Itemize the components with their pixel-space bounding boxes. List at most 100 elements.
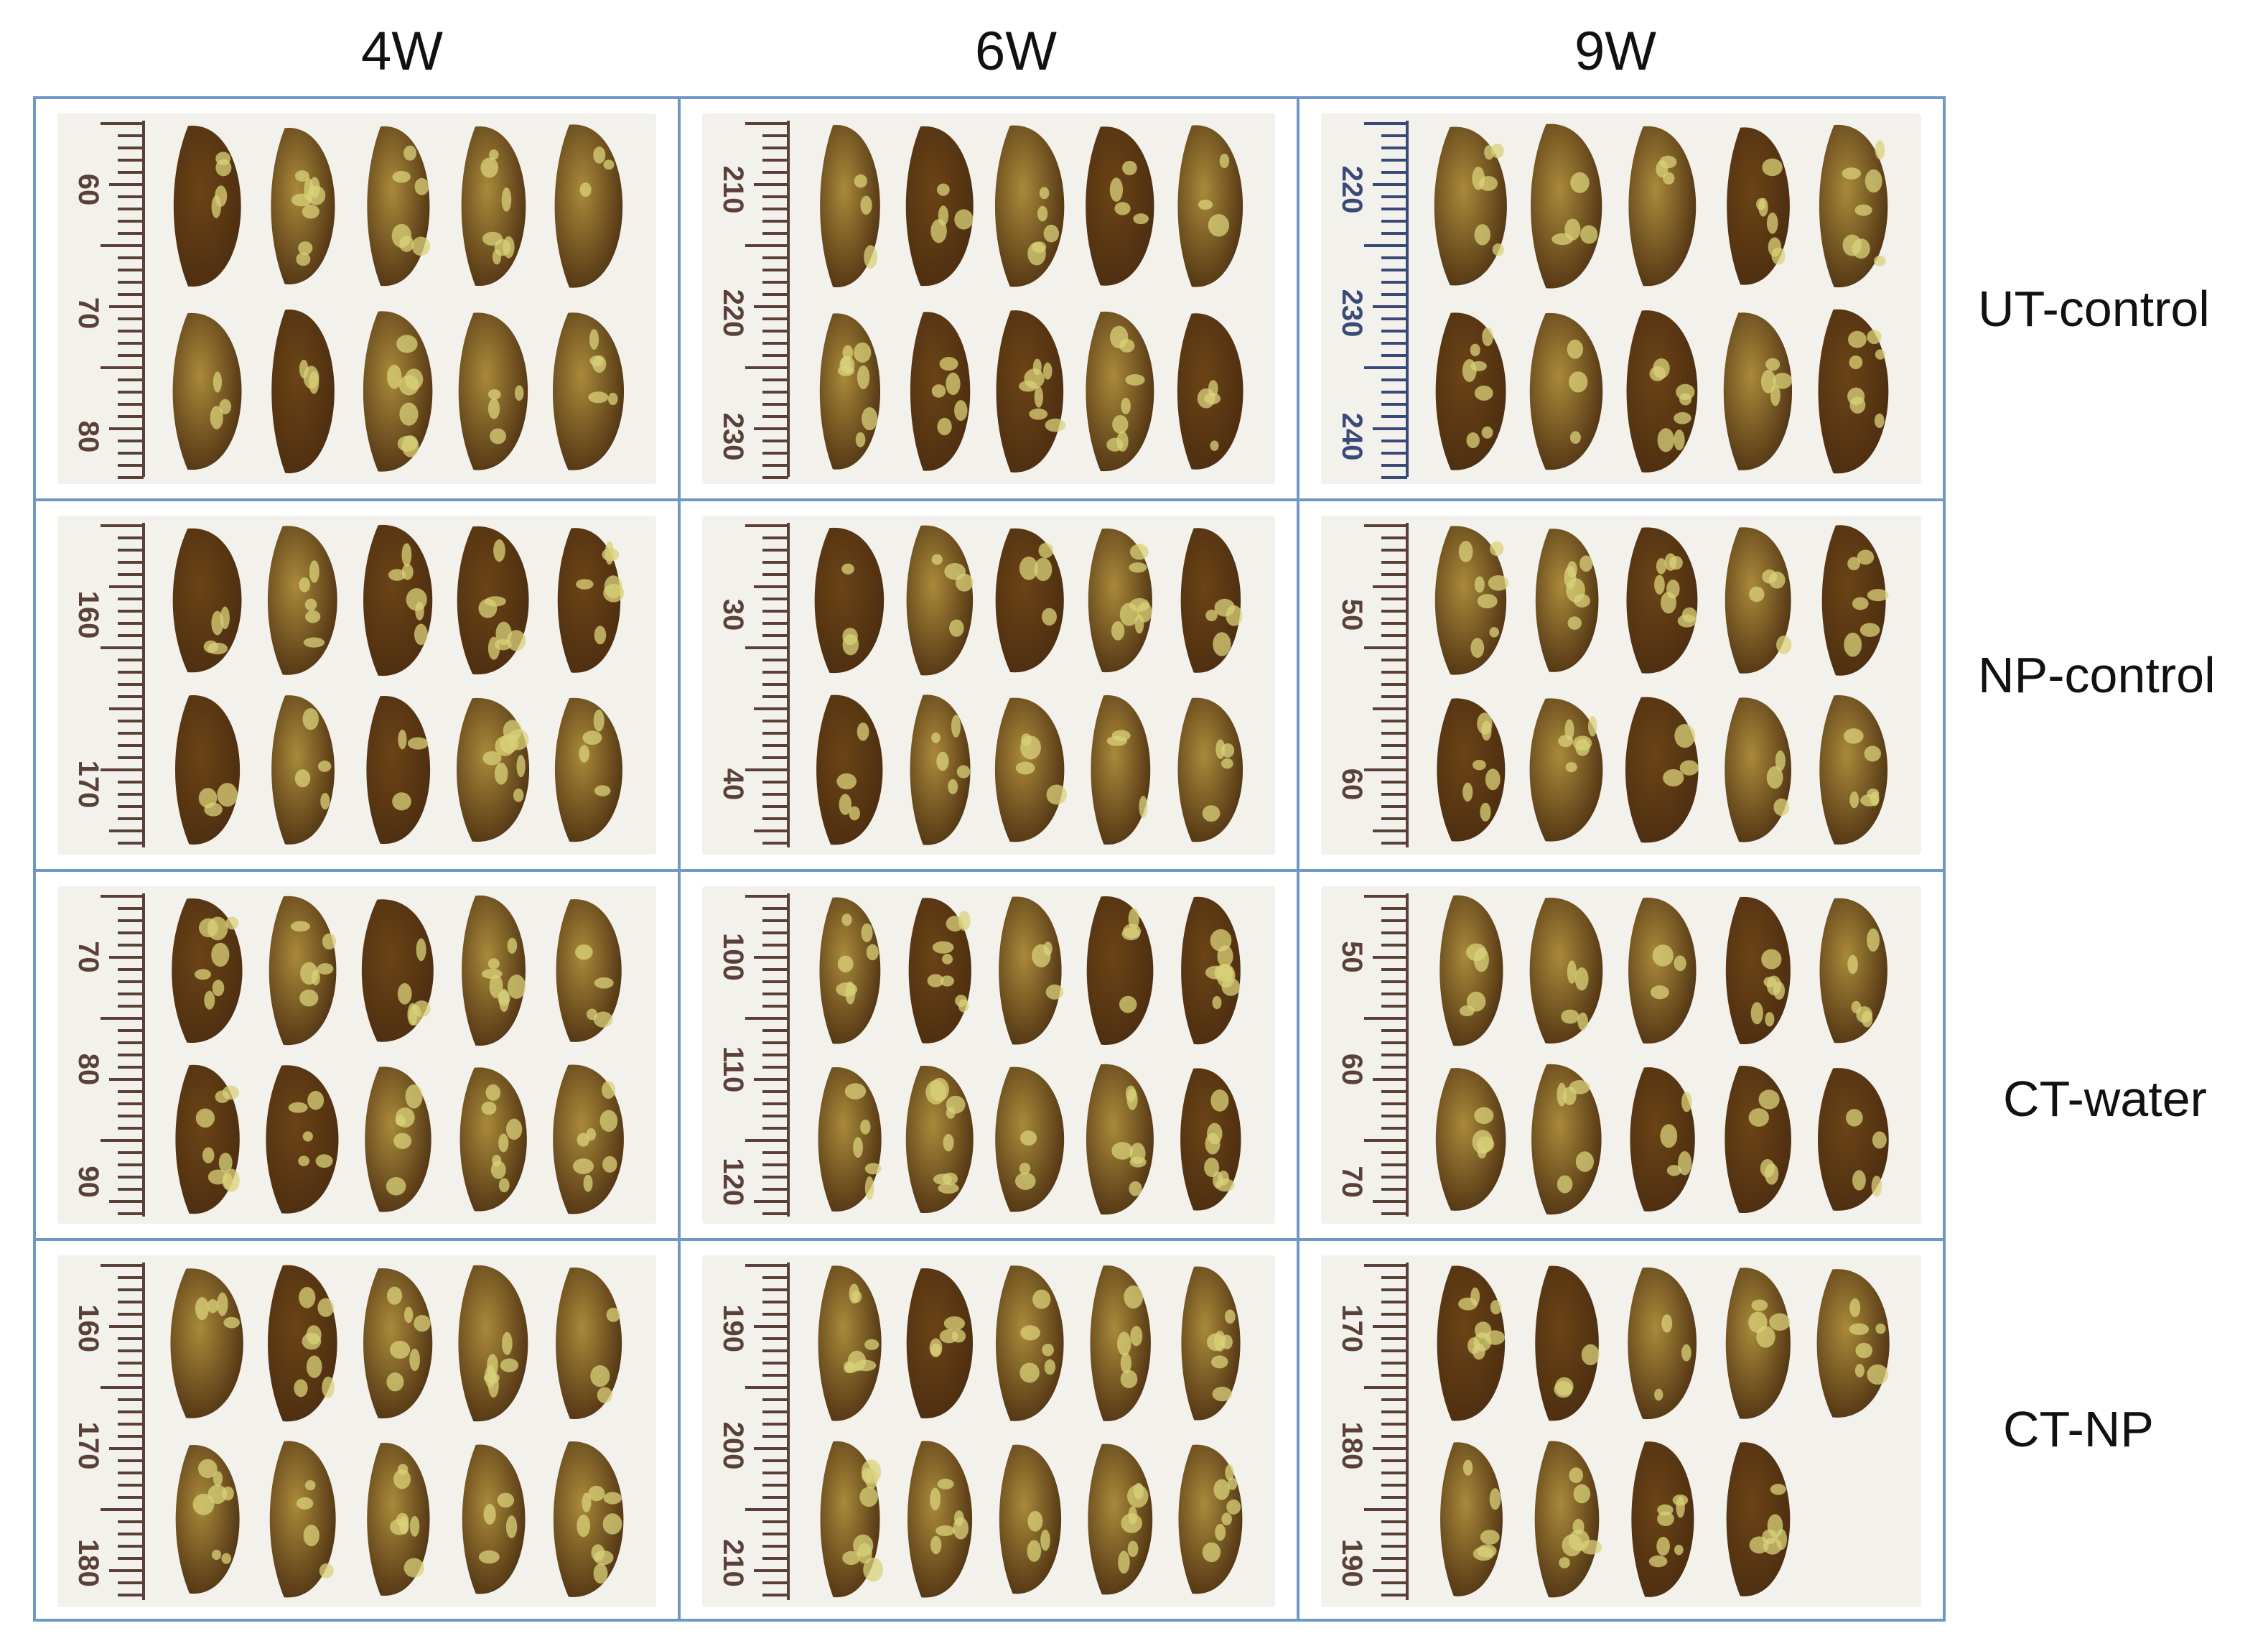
liver-specimen <box>553 1441 624 1597</box>
tumor-nodule <box>855 432 866 447</box>
liver-lobe <box>1725 896 1791 1045</box>
ruler-label: 210 <box>717 1539 749 1587</box>
ruler: 170 180 190 <box>1336 1263 1409 1600</box>
ruler-label: 230 <box>1336 289 1368 338</box>
tumor-nodule <box>218 1153 233 1173</box>
tumor-nodule <box>1470 361 1487 371</box>
liver-specimen <box>1626 310 1698 473</box>
tumor-nodule <box>482 750 502 766</box>
tumor-nodule <box>936 751 949 771</box>
tumor-nodule <box>1045 418 1066 432</box>
tumor-nodule <box>1205 609 1218 622</box>
tumor-nodule <box>1109 177 1124 202</box>
tumor-nodule <box>1567 616 1582 630</box>
specimen-photo: 100 110 120 <box>702 886 1275 1224</box>
tumor-nodule <box>506 630 526 651</box>
liver-specimen <box>173 125 241 287</box>
tumor-nodule <box>399 402 419 426</box>
column-header-6w: 6W <box>975 21 1057 82</box>
tumor-nodule <box>1855 1342 1872 1359</box>
tumor-nodule <box>211 942 230 967</box>
liver-specimen <box>361 899 434 1042</box>
liver-lobe <box>366 695 431 845</box>
tumor-nodule <box>1129 1156 1147 1168</box>
tumor-nodule <box>1458 541 1473 562</box>
liver-lobe <box>172 312 242 470</box>
liver-specimen <box>174 695 241 845</box>
liver-specimen <box>1177 697 1243 842</box>
tumor-nodule <box>502 1331 513 1355</box>
tumor-nodule <box>1751 1299 1768 1311</box>
liver-specimen <box>1181 896 1241 1045</box>
tumor-nodule <box>1198 199 1213 210</box>
liver-lobe <box>459 1067 527 1212</box>
tumor-nodule <box>481 969 503 980</box>
ruler-label: 100 <box>717 933 749 981</box>
tumor-nodule <box>1106 735 1128 746</box>
tumor-nodule <box>864 1339 879 1350</box>
tumor-nodule <box>1214 964 1233 982</box>
tumor-nodule <box>577 1133 590 1147</box>
tumor-nodule <box>1044 1359 1056 1375</box>
tumor-nodule <box>1569 371 1588 393</box>
tumor-nodule <box>500 1358 519 1372</box>
cell-ut-control-9w: 220 230 240 <box>1299 99 1943 498</box>
liver-specimen <box>1535 529 1599 672</box>
tumor-nodule <box>204 990 215 1010</box>
tumor-nodule <box>507 937 518 954</box>
tumor-nodule <box>1748 1108 1769 1127</box>
liver-lobe <box>1086 311 1154 472</box>
tumor-nodule <box>303 1525 319 1547</box>
tumor-nodule <box>841 914 852 926</box>
liver-lobe <box>1529 897 1603 1044</box>
tumor-nodule <box>317 1298 335 1317</box>
liver-specimen <box>1088 1444 1153 1595</box>
tumor-nodule <box>401 435 419 457</box>
tumor-nodule <box>505 1118 523 1140</box>
ruler-label: 220 <box>1336 166 1368 214</box>
ruler-label: 60 <box>1336 1054 1368 1086</box>
specimen-photo: 210 220 230 <box>702 113 1275 484</box>
tumor-nodule <box>487 1373 499 1398</box>
liver-specimen <box>557 528 625 673</box>
tumor-nodule <box>1121 397 1131 414</box>
tumor-nodule <box>302 1131 313 1142</box>
tumor-nodule <box>1870 791 1880 806</box>
ruler-label: 120 <box>717 1158 749 1206</box>
specimen-photo: 50 60 70 <box>1321 886 1921 1224</box>
tumor-nodule <box>1130 1326 1143 1347</box>
liver-lobe <box>1434 526 1507 675</box>
liver-specimen <box>1631 1441 1694 1597</box>
ruler-label: 230 <box>717 413 749 461</box>
tumor-nodule <box>386 1286 403 1305</box>
liver-lobe <box>999 896 1062 1045</box>
tumor-nodule <box>593 710 605 732</box>
tumor-nodule <box>607 392 618 406</box>
tumor-nodule <box>1561 1009 1579 1024</box>
ruler: 160 170 <box>73 523 145 847</box>
ruler-label: 200 <box>717 1422 749 1470</box>
tumor-nodule <box>306 1325 322 1345</box>
tumor-nodule <box>1470 343 1480 357</box>
tumor-nodule <box>1212 1386 1233 1402</box>
liver-lobe <box>1177 697 1243 842</box>
tumor-nodule <box>1462 782 1473 802</box>
tumor-nodule <box>594 785 611 796</box>
tumor-nodule <box>1874 413 1885 429</box>
tumor-nodule <box>311 970 320 986</box>
tumor-nodule <box>487 389 501 400</box>
tumor-nodule <box>1557 1175 1573 1194</box>
tumor-nodule <box>395 1115 406 1127</box>
tumor-nodule <box>386 1177 406 1196</box>
tumor-nodule <box>854 174 867 188</box>
tumor-nodule <box>1045 984 1064 1000</box>
tumor-nodule <box>478 1550 500 1564</box>
specimen-photo: 160 170 180 <box>57 1255 656 1607</box>
tumor-nodule <box>405 1084 423 1109</box>
tumor-nodule <box>1762 569 1778 584</box>
tumor-nodule <box>582 730 602 745</box>
liver-specimen <box>1529 312 1603 470</box>
liver-lobe <box>1819 695 1888 845</box>
tumor-nodule <box>1847 557 1861 571</box>
liver-lobe <box>458 1265 528 1422</box>
